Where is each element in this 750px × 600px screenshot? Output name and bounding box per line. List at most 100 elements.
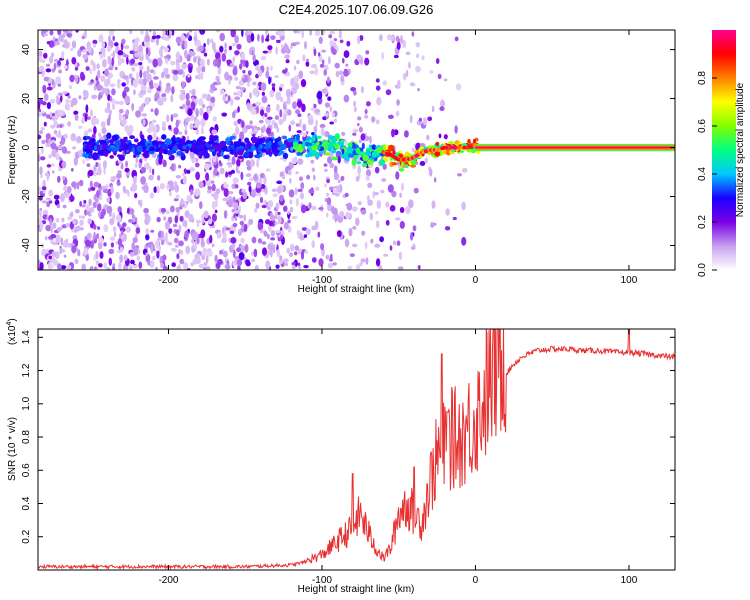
spectrogram-cell bbox=[374, 166, 380, 174]
spectrogram-cell bbox=[324, 168, 328, 172]
spectrogram-cell bbox=[257, 69, 263, 77]
spectrogram-cell bbox=[170, 114, 174, 122]
spectrogram-cell bbox=[200, 118, 206, 127]
spectrogram-cell bbox=[155, 148, 161, 152]
spectrogram-cell bbox=[203, 145, 207, 152]
spectrogram-cell bbox=[93, 254, 96, 262]
spectrogram-cell bbox=[90, 186, 96, 191]
spectrogram-cell bbox=[291, 215, 298, 220]
spectrogram-cell bbox=[331, 47, 335, 55]
spectrogram-cell bbox=[256, 85, 260, 89]
spectrogram-cell bbox=[130, 58, 136, 64]
spectrogram-cell bbox=[97, 167, 102, 176]
spectrogram-cell bbox=[103, 262, 107, 269]
spectrogram-cell bbox=[431, 200, 436, 209]
spectrogram-cell bbox=[195, 162, 200, 168]
spectrogram-cell bbox=[46, 102, 52, 110]
y-tick-label: 0.8 bbox=[21, 430, 32, 444]
spectrogram-cell bbox=[146, 65, 150, 74]
spectrogram-cell bbox=[239, 215, 244, 219]
spectrogram-cell bbox=[96, 233, 99, 239]
spectrogram-cell bbox=[201, 136, 206, 140]
spectrogram-cell bbox=[149, 260, 155, 269]
spectrogram-cell bbox=[366, 195, 370, 202]
spectrogram-cell bbox=[235, 165, 239, 173]
spectrogram-cell bbox=[419, 161, 426, 166]
spectrogram-cell bbox=[333, 214, 340, 219]
spectrogram-cell bbox=[318, 207, 324, 211]
spectrogram-cell bbox=[180, 198, 184, 206]
spectrogram-cell bbox=[48, 261, 53, 270]
spectrogram-cell bbox=[138, 44, 143, 53]
spectrogram-cell bbox=[250, 32, 255, 42]
spectrogram-cell bbox=[287, 137, 294, 143]
spectrogram-cell bbox=[184, 210, 190, 218]
spectrogram-cell bbox=[301, 250, 304, 260]
spectrogram-cell bbox=[234, 35, 239, 44]
spectrogram-cell bbox=[310, 159, 315, 164]
spectrogram-cell bbox=[411, 31, 415, 37]
spectrogram-cell bbox=[162, 254, 167, 261]
spectrogram-cell bbox=[52, 222, 57, 229]
spectrogram-cell bbox=[154, 107, 159, 116]
spectrogram-cell bbox=[133, 154, 137, 159]
spectrogram-cell bbox=[98, 34, 104, 43]
spectrogram-cell bbox=[208, 140, 214, 145]
spectrogram-cell bbox=[283, 262, 288, 267]
spectrogram-cell bbox=[240, 58, 246, 64]
spectrogram-cell bbox=[219, 140, 227, 147]
spectrogram-cell bbox=[108, 35, 111, 43]
spectrogram-cell bbox=[226, 59, 232, 65]
spectrogram-cell bbox=[285, 59, 290, 64]
spectrogram-cell bbox=[297, 158, 304, 165]
spectrogram-cell bbox=[161, 143, 168, 150]
spectrogram-cell bbox=[179, 89, 186, 93]
spectrogram-cell bbox=[379, 236, 384, 243]
spectrogram-cell bbox=[166, 114, 170, 123]
spectrogram-cell bbox=[150, 244, 154, 254]
spectrogram-cell bbox=[119, 224, 122, 229]
spectrogram-cell bbox=[376, 119, 380, 125]
spectrogram-cell bbox=[211, 183, 216, 192]
spectrogram-cell bbox=[121, 38, 126, 45]
spectrogram-cell bbox=[116, 173, 122, 179]
snr-scale-label: (x104) bbox=[6, 318, 18, 345]
spectrogram-cell bbox=[304, 250, 309, 254]
spectrogram-cell bbox=[42, 84, 47, 94]
colorbar-gradient bbox=[712, 30, 736, 270]
spectrogram-cell bbox=[297, 248, 303, 255]
spectrogram-cell bbox=[409, 114, 413, 124]
spectrogram-cell bbox=[111, 57, 115, 67]
spectrogram-cell bbox=[110, 145, 116, 149]
spectrogram-cell bbox=[455, 83, 462, 91]
spectrogram-cell bbox=[198, 45, 204, 52]
spectrogram-cell bbox=[78, 215, 82, 219]
spectrogram-cell bbox=[239, 131, 245, 141]
spectrogram-cell bbox=[353, 90, 357, 96]
spectrogram-cell bbox=[326, 178, 330, 184]
spectrogram-cell bbox=[192, 191, 197, 195]
spectrogram-cell bbox=[247, 70, 252, 76]
spectrogram-cell bbox=[164, 221, 170, 230]
spectrogram-cell bbox=[299, 192, 305, 200]
spectrogram-cell bbox=[290, 120, 296, 126]
spectrogram-cell bbox=[317, 52, 321, 57]
spectrogram-cell bbox=[216, 231, 222, 239]
spectrogram-cell bbox=[173, 127, 179, 135]
spectrogram-cell bbox=[260, 109, 265, 116]
spectrogram-cell bbox=[266, 66, 270, 71]
spectrogram-cell bbox=[378, 264, 383, 270]
y-tick-label: -40 bbox=[21, 238, 32, 253]
spectrogram-cell bbox=[150, 108, 154, 113]
spectrogram-cell bbox=[89, 68, 93, 74]
spectrogram-cell bbox=[129, 251, 135, 257]
spectrogram-cell bbox=[365, 50, 370, 55]
spectrogram-cell bbox=[329, 105, 333, 112]
spectrogram-cell bbox=[360, 59, 363, 65]
spectrogram-cell bbox=[280, 143, 287, 150]
spectrogram-cell bbox=[141, 113, 148, 117]
spectrogram-cell bbox=[106, 267, 111, 270]
spectrogram-cell bbox=[314, 67, 319, 76]
spectrogram-cell bbox=[181, 82, 185, 90]
spectrogram-cell bbox=[133, 62, 139, 67]
